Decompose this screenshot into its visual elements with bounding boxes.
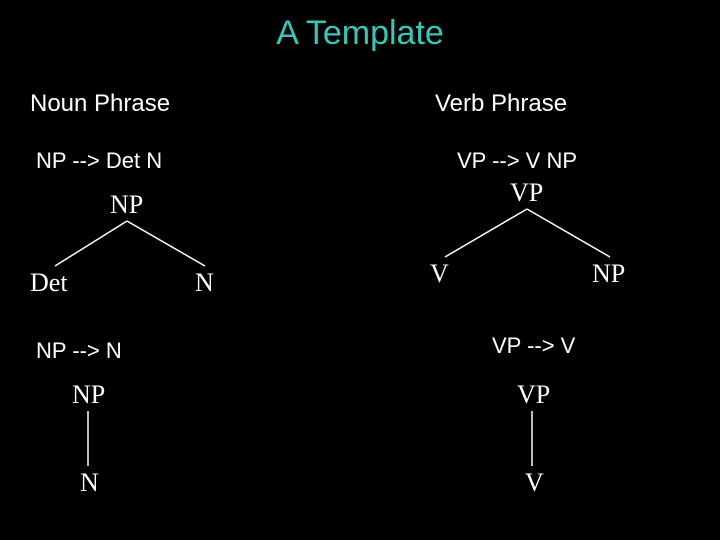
np-tree2-leaf: N	[80, 468, 99, 498]
diagram-stage: A Template Noun Phrase NP --> Det N NP D…	[0, 0, 720, 540]
np-rule-2: NP --> N	[36, 338, 122, 364]
np-tree1-edge-left	[55, 221, 127, 266]
vp-tree1-edge-left	[445, 209, 527, 257]
np-header: Noun Phrase	[30, 90, 170, 118]
vp-tree1-root: VP	[510, 178, 543, 208]
np-tree1-edge-right	[127, 221, 205, 266]
vp-tree1-edge-right	[527, 209, 610, 257]
np-rule-1: NP --> Det N	[36, 148, 162, 174]
vp-tree1-v: V	[430, 259, 449, 289]
vp-tree2-leaf: V	[525, 468, 544, 498]
vp-tree2-root: VP	[517, 380, 550, 410]
slide-title-text: A Template	[276, 14, 444, 52]
np-tree2-root: NP	[72, 380, 105, 410]
np-tree1-n: N	[195, 268, 214, 298]
slide-title: A Template	[0, 14, 720, 53]
vp-tree1-np: NP	[592, 259, 625, 289]
vp-rule-1: VP --> V NP	[457, 148, 577, 174]
np-tree1-root: NP	[110, 190, 143, 220]
vp-rule-2: VP --> V	[492, 333, 575, 359]
vp-header: Verb Phrase	[435, 90, 567, 118]
np-tree1-det: Det	[30, 268, 68, 298]
